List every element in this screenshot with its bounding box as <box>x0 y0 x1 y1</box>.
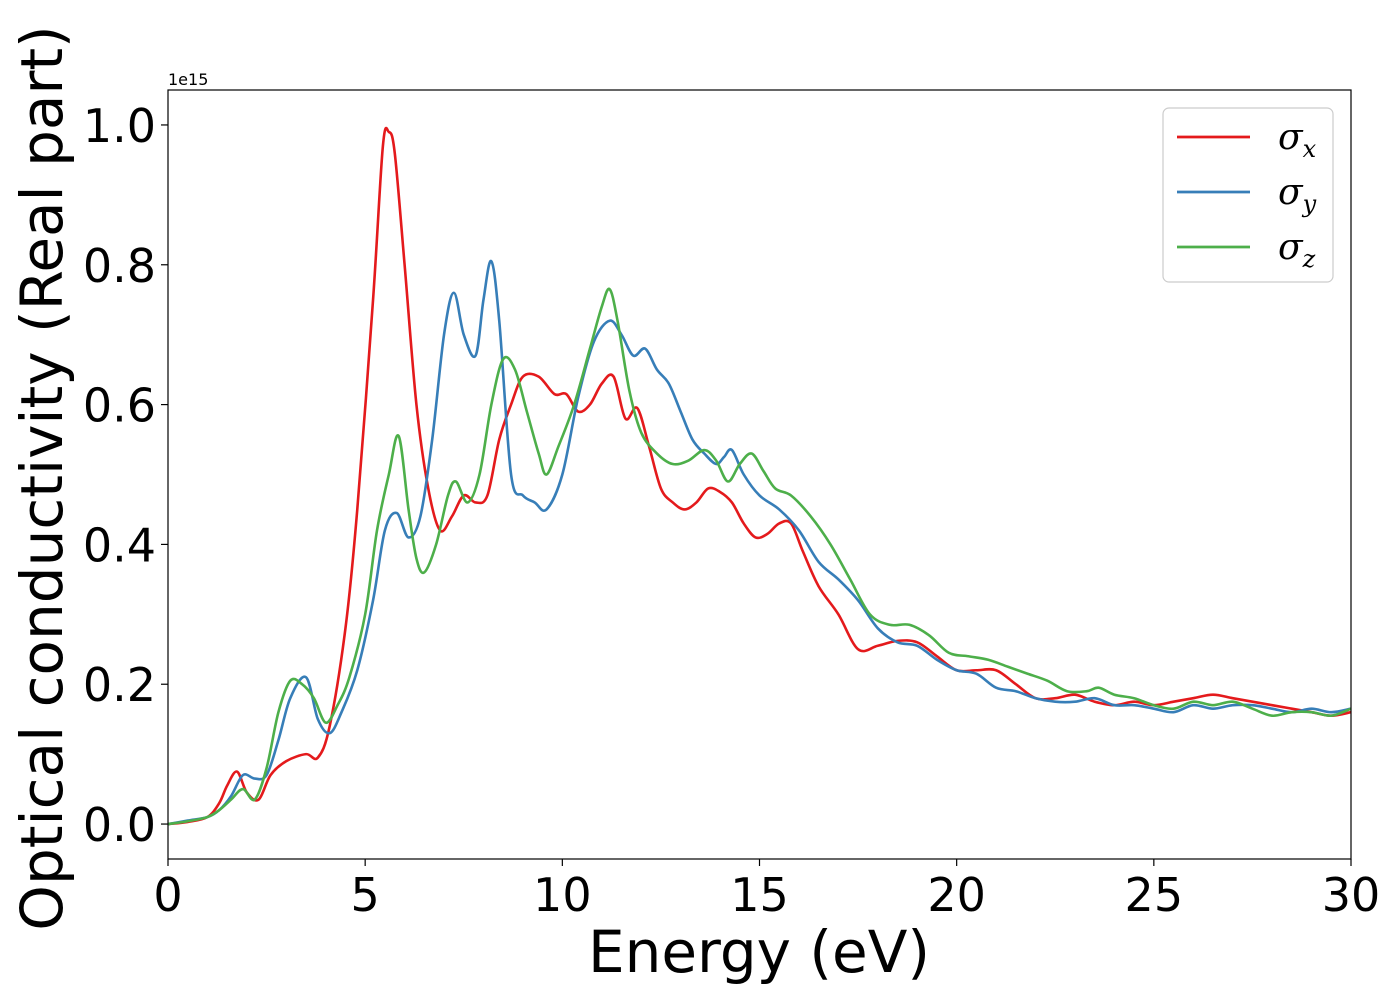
y-axis-title: Optical conductivity (Real part) <box>8 25 76 930</box>
series-line-y <box>168 259 1351 826</box>
x-tick-label: 5 <box>351 868 380 922</box>
series-layer <box>168 126 1351 826</box>
x-tick-label: 0 <box>153 868 182 922</box>
y-tick-label: 0.8 <box>83 239 156 293</box>
y-tick-label: 0.0 <box>83 798 156 852</box>
y-tick-label: 0.2 <box>83 658 156 712</box>
legend-label-x: σx <box>1278 117 1317 163</box>
x-tick-label: 20 <box>927 868 986 922</box>
x-tick-label: 10 <box>533 868 592 922</box>
x-tick-label: 15 <box>730 868 789 922</box>
ticks-layer: 0 5 10 15 20 25 30 0.0 0.2 0.4 0.6 0.8 1.0 <box>83 99 1380 922</box>
x-tick-label: 30 <box>1322 868 1381 922</box>
x-axis-title: Energy (eV) <box>588 918 930 986</box>
y-tick-label: 0.6 <box>83 379 156 433</box>
y-tick-label: 1.0 <box>83 99 156 153</box>
y-tick-label: 0.4 <box>83 518 156 572</box>
legend-frame <box>1162 107 1334 283</box>
series-line-z <box>168 287 1351 826</box>
y-offset-label: 1e15 <box>168 70 208 89</box>
series-line-x <box>168 126 1351 826</box>
x-tick-label: 25 <box>1125 868 1184 922</box>
